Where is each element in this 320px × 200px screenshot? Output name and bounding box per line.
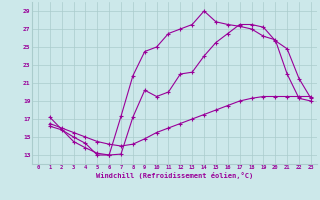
X-axis label: Windchill (Refroidissement éolien,°C): Windchill (Refroidissement éolien,°C) (96, 172, 253, 179)
